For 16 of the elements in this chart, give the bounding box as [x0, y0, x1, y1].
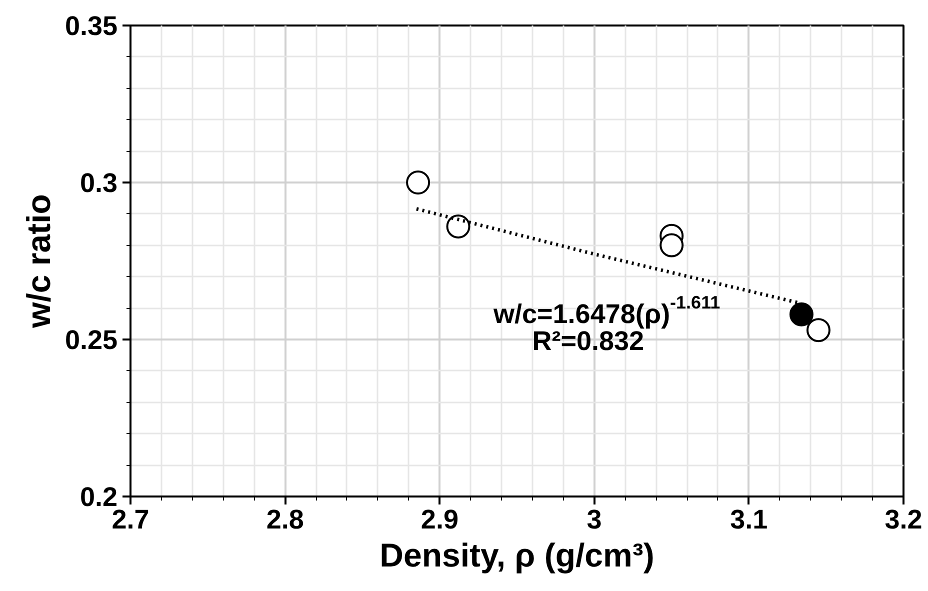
point [806, 318, 830, 342]
x-tick-label: 3.2 [884, 504, 922, 534]
point [446, 214, 470, 238]
point [406, 170, 430, 194]
point [789, 302, 814, 326]
x-tick-label: 3.1 [730, 504, 768, 534]
y-tick-label: 0.3 [80, 168, 118, 198]
y-axis-title: w/c ratio [20, 194, 57, 329]
x-tick-label: 2.8 [266, 504, 304, 534]
point [660, 233, 684, 258]
x-tick-label: 3 [586, 504, 602, 534]
x-axis-title: Density, ρ (g/cm³) [380, 536, 654, 574]
y-tick-label: 0.25 [64, 325, 118, 355]
y-tick-label: 0.35 [64, 11, 118, 41]
x-tick-label: 2.7 [112, 504, 150, 534]
x-tick-label: 2.9 [420, 504, 458, 534]
